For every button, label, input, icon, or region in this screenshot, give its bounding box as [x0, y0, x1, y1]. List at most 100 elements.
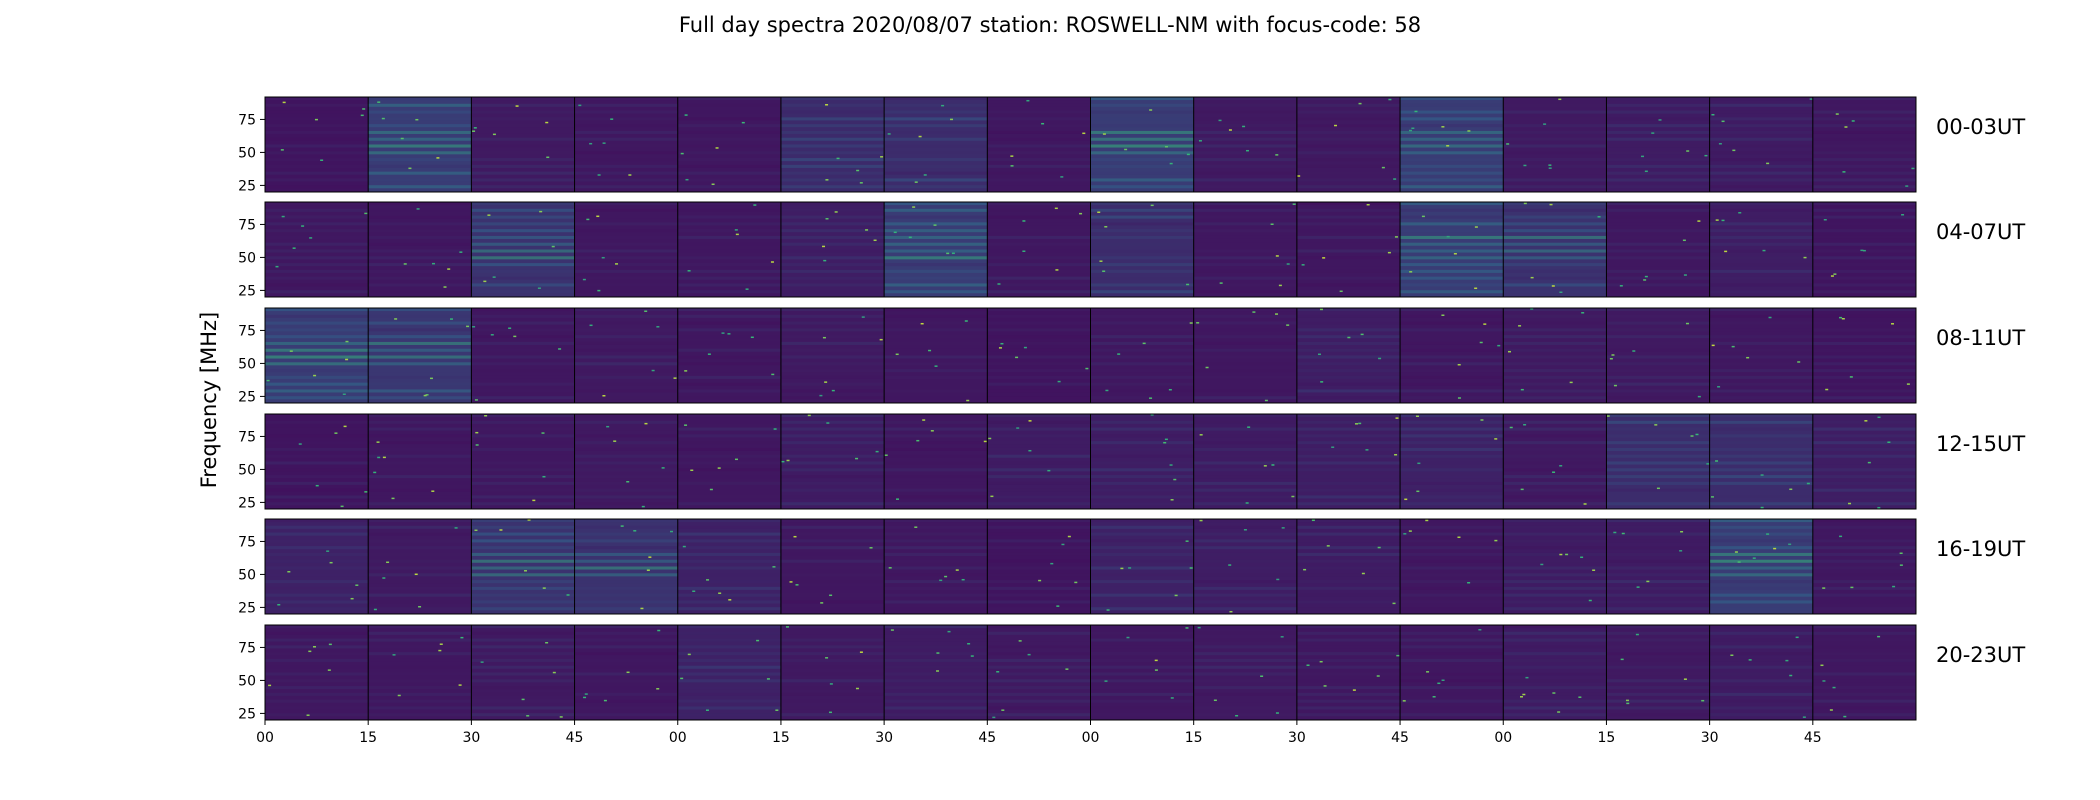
spectra-speck	[825, 218, 829, 220]
spectra-speck	[1411, 127, 1415, 130]
spectra-band	[265, 607, 369, 611]
spectra-band	[987, 454, 1091, 458]
spectra-band	[471, 328, 575, 332]
spectra-band	[471, 706, 575, 710]
spectra-speck	[418, 606, 422, 608]
spectra-speck	[1768, 316, 1772, 319]
spectra-band	[1193, 158, 1297, 162]
spectra-speck	[1557, 711, 1561, 713]
spectra-speck	[983, 440, 987, 443]
spectra-band	[1090, 164, 1194, 168]
spectra-band	[1296, 481, 1401, 485]
spectra-band	[471, 420, 575, 424]
spectra-band	[677, 348, 781, 352]
spectra-speck	[309, 237, 313, 239]
spectra-band	[368, 124, 472, 128]
spectra-band	[884, 652, 988, 656]
spectra-band	[884, 290, 988, 294]
spectra-band	[1400, 369, 1504, 373]
spectra-band	[1503, 645, 1607, 649]
spectra-band	[1503, 137, 1607, 141]
spectra-band	[1090, 185, 1194, 189]
spectra-band	[1503, 283, 1607, 287]
spectra-band	[1193, 672, 1297, 676]
spectra-band	[265, 348, 369, 352]
spectra-band	[1193, 362, 1297, 366]
spectra-band	[1400, 283, 1504, 287]
spectra-band	[1296, 178, 1401, 182]
spectra-band	[1193, 692, 1297, 696]
spectra-speck	[1245, 149, 1249, 152]
spectra-speck	[1173, 478, 1177, 481]
spectra-speck	[578, 104, 582, 107]
spectra-band	[1606, 341, 1710, 345]
spectra-speck	[1479, 341, 1483, 344]
spectra-band	[677, 202, 781, 206]
spectra-band	[471, 638, 575, 642]
spectra-speck	[823, 259, 827, 262]
spectra-speck	[416, 208, 420, 210]
spectra-band	[265, 328, 369, 332]
spectra-band	[884, 235, 988, 239]
spectra-band	[677, 532, 781, 536]
spectra-band	[884, 532, 988, 536]
spectra-speck	[896, 498, 900, 500]
spectra-band	[884, 242, 988, 246]
spectra-speck	[298, 443, 302, 445]
spectra-speck	[1409, 271, 1413, 273]
spectra-band	[780, 502, 885, 506]
spectra-band	[1709, 706, 1813, 710]
spectra-speck	[1760, 506, 1764, 509]
spectra-band	[471, 222, 575, 226]
spectra-speck	[766, 678, 770, 680]
spectra-band	[1709, 593, 1813, 597]
spectra-band	[1606, 158, 1710, 162]
spectra-band	[987, 559, 1091, 563]
spectra-band	[677, 539, 781, 543]
spectra-speck	[1196, 322, 1200, 324]
spectra-speck	[527, 519, 531, 521]
spectra-speck	[923, 174, 927, 176]
spectra-band	[1812, 607, 1916, 611]
spectra-speck	[1506, 143, 1510, 145]
spectra-band	[780, 158, 885, 162]
spectra-band	[677, 658, 781, 662]
spectra-band	[471, 488, 575, 492]
spectra-band	[1812, 631, 1916, 635]
spectra-band	[780, 144, 885, 148]
spectra-band	[574, 652, 678, 656]
spectra-speck	[1789, 674, 1793, 677]
spectra-speck	[955, 569, 959, 571]
x-tick-label: 45	[566, 730, 584, 746]
spectra-speck	[1446, 235, 1450, 238]
spectra-band	[471, 276, 575, 280]
spectra-band	[1812, 171, 1916, 175]
spectra-band	[1193, 580, 1297, 584]
spectra-band	[987, 335, 1091, 339]
spectra-band	[1090, 151, 1194, 155]
spectra-band	[574, 559, 678, 563]
spectra-band	[1503, 158, 1607, 162]
spectra-speck	[775, 709, 779, 711]
spectra-band	[1709, 362, 1813, 366]
spectra-band	[1812, 692, 1916, 696]
spectra-band	[780, 539, 885, 543]
spectra-speck	[1540, 563, 1544, 566]
spectra-band	[884, 158, 988, 162]
spectra-speck	[1658, 119, 1662, 121]
spectra-band	[1400, 171, 1504, 175]
spectra-band	[265, 645, 369, 649]
spectra-band	[368, 137, 472, 141]
spectra-band	[368, 488, 472, 492]
spectra-band	[884, 447, 988, 451]
spectra-speck	[988, 437, 992, 440]
spectra-speck	[1543, 123, 1547, 125]
spectra-speck	[1437, 682, 1441, 685]
spectra-band	[677, 502, 781, 506]
spectra-speck	[822, 245, 826, 248]
spectra-band	[780, 665, 885, 669]
spectra-band	[1193, 607, 1297, 611]
spectra-band	[1709, 151, 1813, 155]
